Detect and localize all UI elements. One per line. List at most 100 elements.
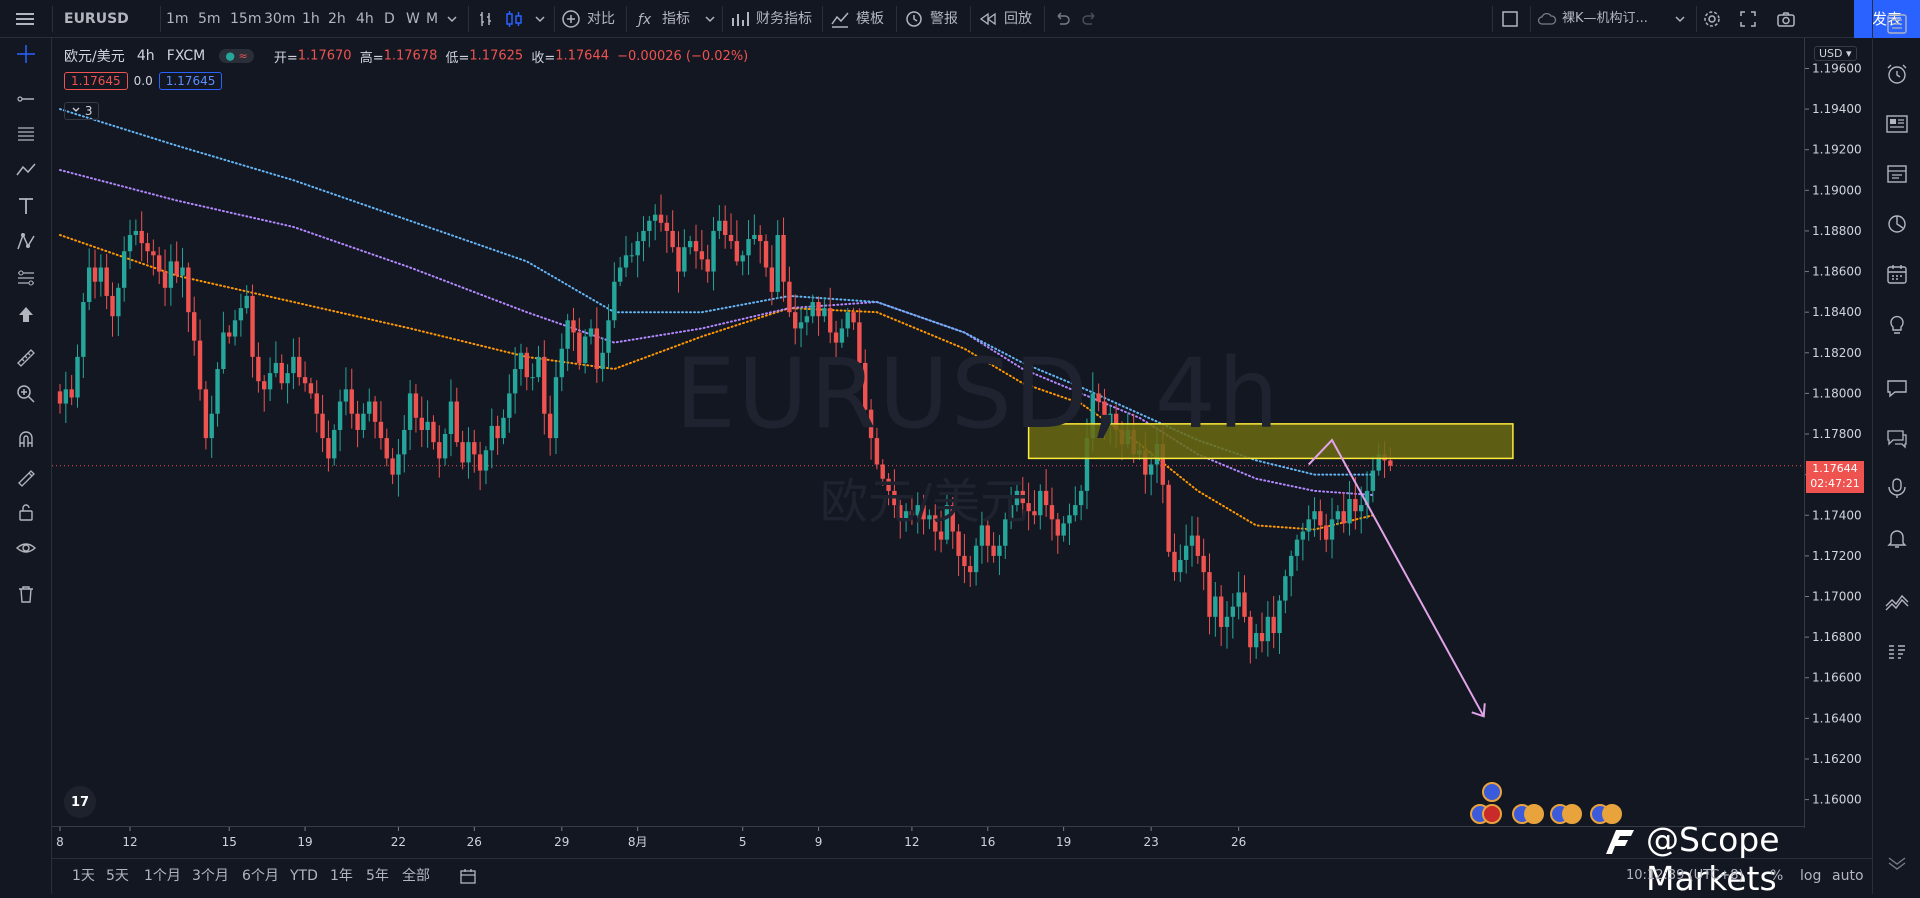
layout-square-icon[interactable] <box>1500 9 1520 29</box>
change-value: −0.00026 (−0.02%) <box>617 48 749 64</box>
bell-icon[interactable] <box>1883 524 1911 552</box>
news-icon[interactable] <box>1883 110 1911 138</box>
crosshair-icon[interactable] <box>12 40 40 68</box>
range-2[interactable]: 1个月 <box>144 868 181 884</box>
zoom-icon[interactable] <box>12 380 40 408</box>
timeframe-1m[interactable]: 1m <box>166 11 189 27</box>
timeframe-m[interactable]: M <box>426 11 439 27</box>
goto-date-icon[interactable] <box>458 867 478 887</box>
symbol-search-button[interactable]: EURUSD <box>64 11 129 27</box>
cloud-icon[interactable] <box>1536 9 1558 29</box>
pattern-icon[interactable] <box>12 228 40 256</box>
templates-icon[interactable] <box>830 9 850 29</box>
hotlist-icon[interactable] <box>1883 210 1911 238</box>
timeframe-w[interactable]: W <box>406 11 420 27</box>
financials-button[interactable]: 财务指标 <box>756 11 812 27</box>
timeframe-d[interactable]: D <box>384 11 395 27</box>
redo-icon[interactable] <box>1080 9 1100 29</box>
range-4[interactable]: 6个月 <box>242 868 279 884</box>
chevron-down-icon[interactable] <box>1674 13 1686 25</box>
currency-selector[interactable]: USD ▾ <box>1814 46 1857 61</box>
dom-icon[interactable] <box>1883 638 1911 666</box>
path-icon[interactable] <box>12 156 40 184</box>
percent-toggle[interactable]: % <box>1770 868 1784 884</box>
data-window-icon[interactable] <box>1883 160 1911 188</box>
eye-icon[interactable] <box>12 534 40 562</box>
alert-button[interactable]: 警报 <box>930 11 958 27</box>
chevron-down-icon[interactable] <box>704 13 716 25</box>
range-3[interactable]: 3个月 <box>192 868 229 884</box>
candle-body <box>804 316 810 323</box>
fib-icon[interactable] <box>12 264 40 292</box>
replay-icon[interactable] <box>978 9 998 29</box>
candle-body <box>752 235 757 240</box>
magnet-icon[interactable] <box>12 426 40 454</box>
range-1[interactable]: 5天 <box>106 868 129 884</box>
timeframe-1h[interactable]: 1h <box>302 11 320 27</box>
candle-body <box>816 302 821 317</box>
candle-body <box>1043 490 1049 506</box>
candle-body <box>1055 519 1060 536</box>
candle-body <box>1049 505 1055 520</box>
market-status-badge[interactable]: ● ≈ <box>219 49 254 63</box>
timeframe-2h[interactable]: 2h <box>328 11 346 27</box>
compare-button[interactable]: 对比 <box>587 11 615 27</box>
chevron-down-icon[interactable] <box>534 13 546 25</box>
financials-icon[interactable] <box>730 9 750 29</box>
range-5[interactable]: YTD <box>290 868 318 884</box>
indicators-toggle[interactable]: 3 <box>64 102 100 120</box>
watchlist-icon[interactable] <box>1883 10 1911 38</box>
auto-toggle[interactable]: auto <box>1832 868 1864 884</box>
ruler-icon[interactable] <box>12 344 40 372</box>
fullscreen-icon[interactable] <box>1738 9 1758 29</box>
timeframe-5m[interactable]: 5m <box>198 11 221 27</box>
timeframe-4h[interactable]: 4h <box>356 11 374 27</box>
layout-name-button[interactable]: 裸K—机构订... <box>1562 11 1648 26</box>
templates-button[interactable]: 模板 <box>856 11 884 27</box>
lock-icon[interactable] <box>12 498 40 526</box>
chevron-down-icon[interactable] <box>446 13 458 25</box>
chat2-icon[interactable] <box>1883 424 1911 452</box>
lock-draw-icon[interactable] <box>12 462 40 490</box>
candle-body <box>180 267 185 276</box>
tradingview-logo[interactable]: 17 <box>64 786 96 818</box>
range-0[interactable]: 1天 <box>72 868 95 884</box>
compare-plus-icon[interactable] <box>561 9 581 29</box>
alert-clock-icon[interactable] <box>904 9 924 29</box>
pulse-icon[interactable] <box>1883 588 1911 616</box>
buy-price-button[interactable]: 1.17645 <box>158 72 223 90</box>
timeframe-30m[interactable]: 30m <box>264 11 296 27</box>
arrow-up-icon[interactable] <box>12 300 40 328</box>
bar-style-icon[interactable] <box>478 9 498 29</box>
collapse-panel-icon[interactable] <box>1883 848 1911 876</box>
sell-price-button[interactable]: 1.17645 <box>64 72 128 90</box>
legend-title[interactable]: 欧元/美元 <box>64 49 125 65</box>
range-7[interactable]: 5年 <box>366 868 389 884</box>
text-icon[interactable] <box>12 192 40 220</box>
legend-interval[interactable]: 4h <box>136 48 155 64</box>
hamburger-menu-icon[interactable] <box>14 10 36 28</box>
clock-display[interactable]: 10:12:39 (UTC+8) <box>1626 868 1744 883</box>
trash-icon[interactable] <box>12 580 40 608</box>
range-6[interactable]: 1年 <box>330 868 353 884</box>
legend-exchange[interactable]: FXCM <box>166 48 206 64</box>
candle-body <box>437 442 442 459</box>
replay-button[interactable]: 回放 <box>1004 11 1032 27</box>
ideas-icon[interactable] <box>1883 310 1911 338</box>
trendline-icon[interactable] <box>12 84 40 112</box>
indicators-button[interactable]: 指标 <box>662 11 690 27</box>
range-8[interactable]: 全部 <box>402 868 430 884</box>
log-toggle[interactable]: log <box>1800 868 1822 884</box>
camera-icon[interactable] <box>1776 9 1796 29</box>
gear-icon[interactable] <box>1702 9 1722 29</box>
indicators-fx-icon[interactable]: ƒx <box>636 9 656 29</box>
candle-body <box>442 434 448 459</box>
undo-icon[interactable] <box>1052 9 1072 29</box>
calendar-icon[interactable] <box>1883 260 1911 288</box>
candles-icon[interactable] <box>504 9 524 29</box>
alarm-clock-icon[interactable] <box>1883 60 1911 88</box>
horizontal-lines-icon[interactable] <box>12 120 40 148</box>
podcast-icon[interactable] <box>1883 474 1911 502</box>
timeframe-15m[interactable]: 15m <box>230 11 262 27</box>
chat-icon[interactable] <box>1883 374 1911 402</box>
